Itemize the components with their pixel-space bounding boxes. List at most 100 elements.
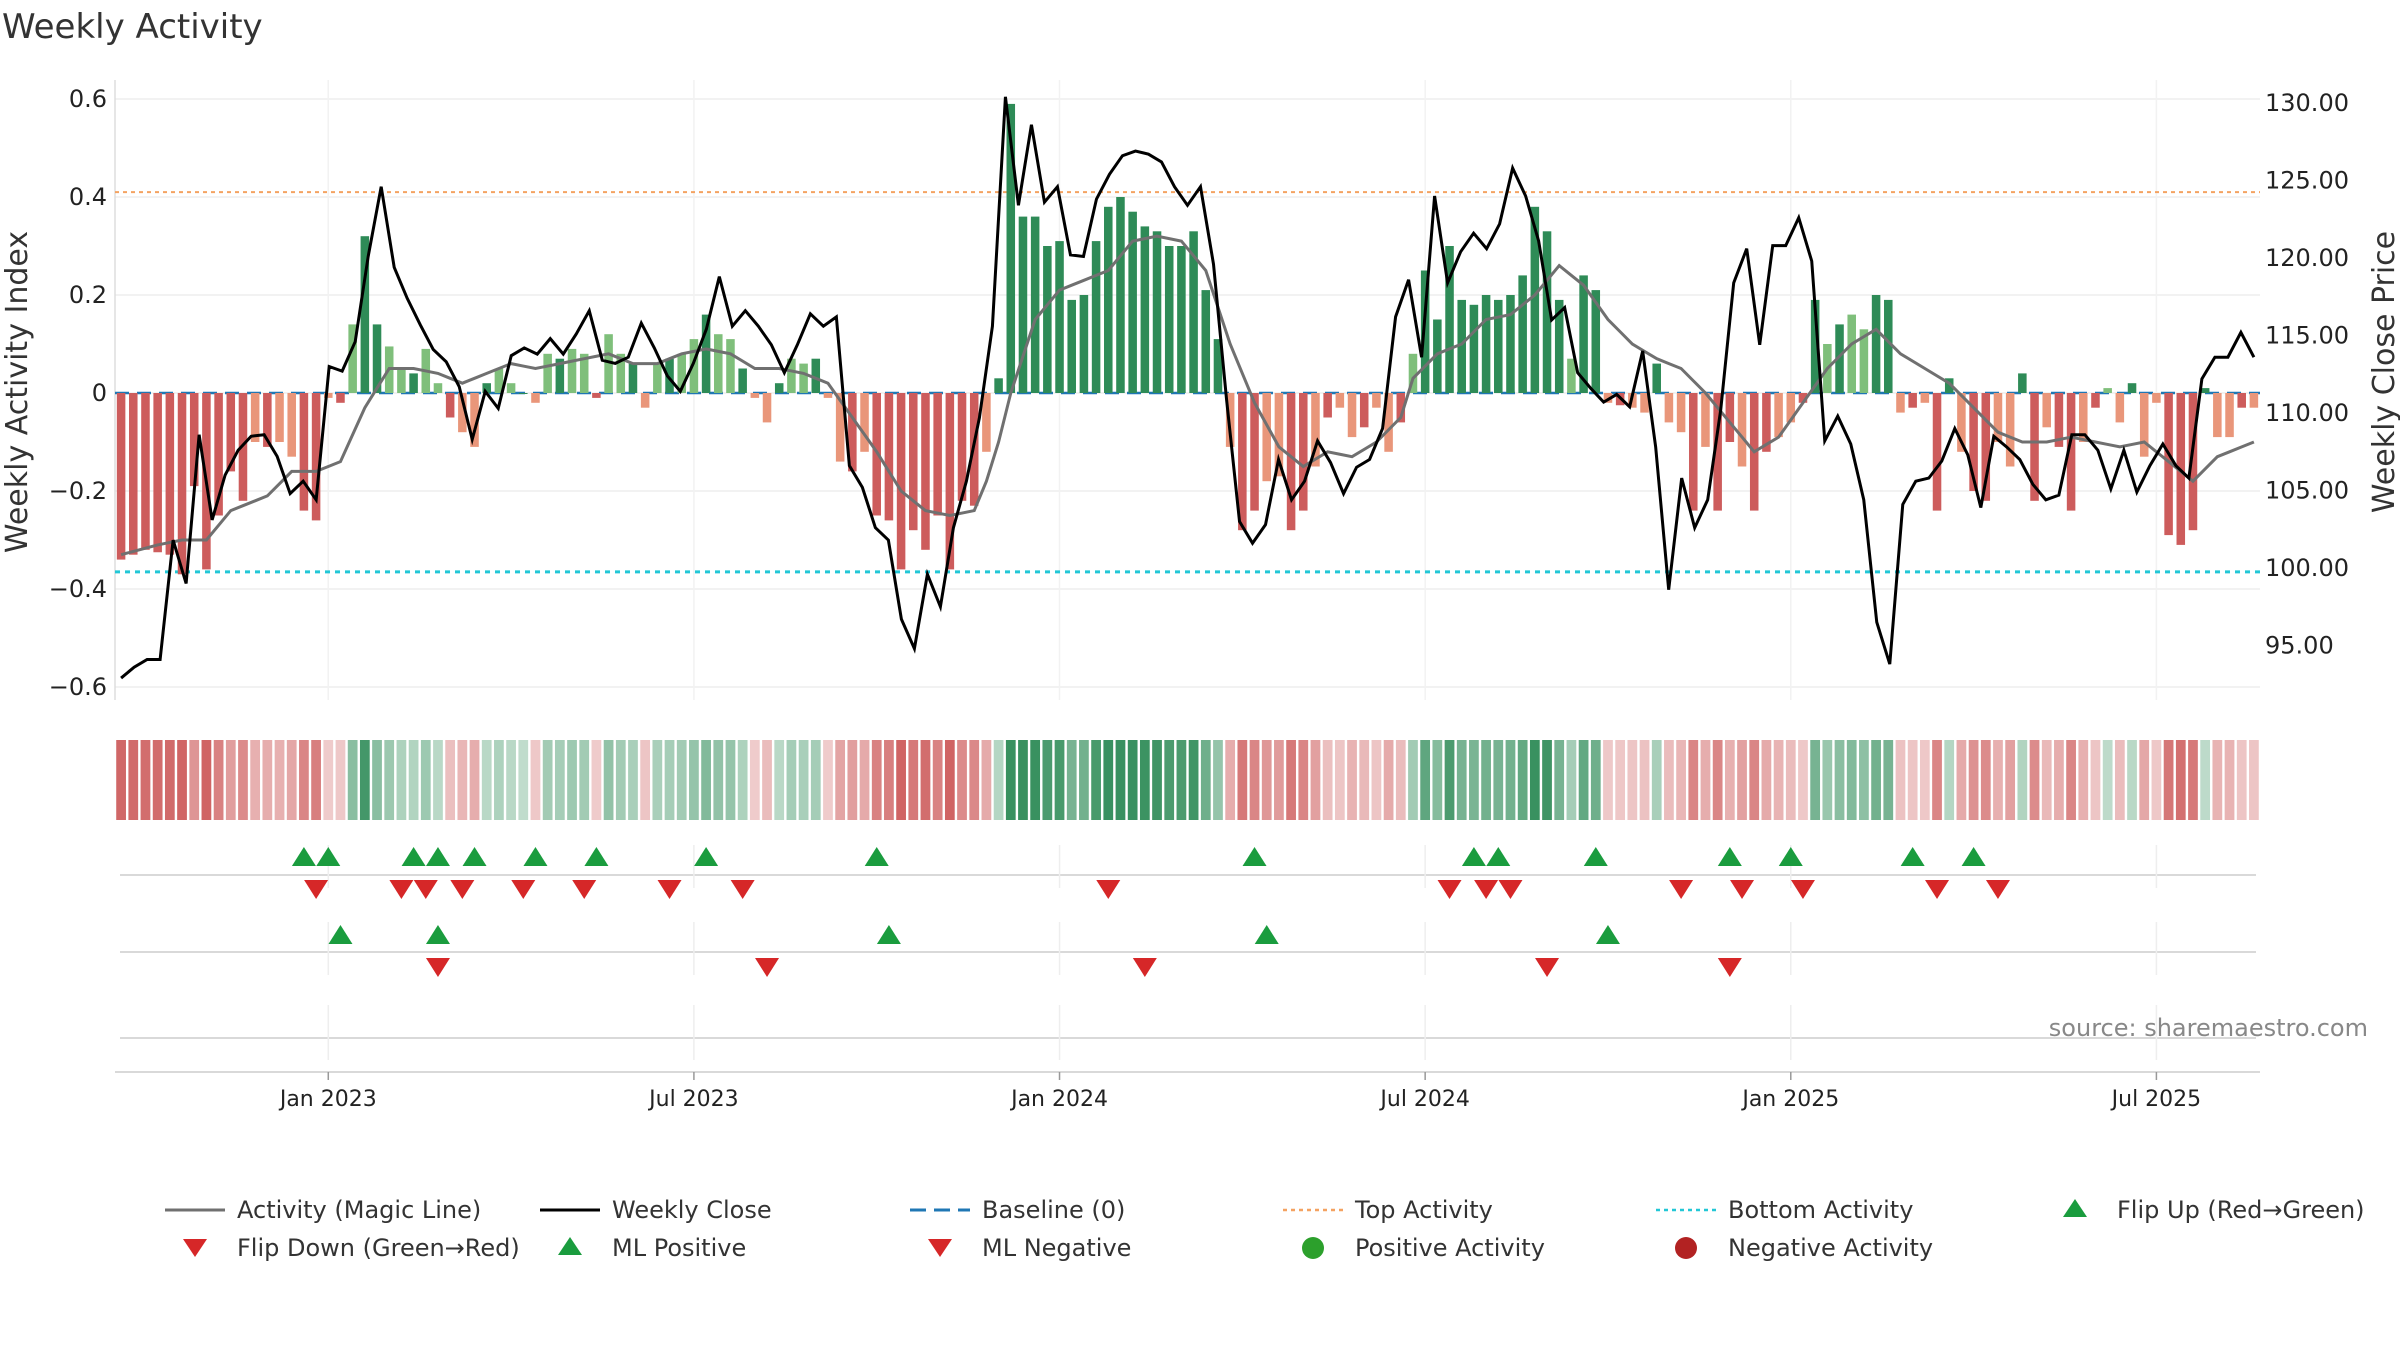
flip-up-marker [462, 847, 487, 866]
heat-cell [1810, 740, 1821, 820]
heat-cell [1700, 740, 1711, 820]
activity-bar [1762, 393, 1771, 452]
activity-bar [2127, 383, 2137, 393]
activity-bar [592, 393, 601, 398]
heat-cell [1712, 740, 1723, 820]
heat-cell [1578, 740, 1589, 820]
activity-bar [1993, 393, 2003, 442]
heat-cell [1164, 740, 1175, 820]
flip-down-marker [1498, 880, 1523, 899]
activity-bar [1067, 299, 1076, 393]
activity-bar [1810, 299, 1820, 393]
heat-cell [225, 740, 236, 820]
heat-cell [2029, 740, 2040, 820]
heat-cell [823, 740, 833, 820]
heat-cell [1993, 740, 2003, 820]
activity-bar [1433, 319, 1442, 393]
left-tick-label: 0.4 [69, 183, 107, 211]
activity-bar [799, 363, 808, 393]
heat-cell [286, 740, 297, 820]
heat-cell [1676, 740, 1686, 820]
heat-cell [420, 740, 431, 820]
legend-item: Weekly Close [540, 1196, 772, 1224]
flip-down-marker [1096, 880, 1121, 899]
flip-down-marker [1669, 880, 1694, 899]
activity-bar [774, 383, 784, 393]
heat-cell [652, 740, 663, 820]
heat-cell [384, 740, 395, 820]
heat-cell [713, 740, 724, 820]
heat-cell [2139, 740, 2150, 820]
activity-bar [1091, 241, 1101, 393]
heat-cell [1469, 740, 1479, 820]
magic-line [120, 234, 2255, 557]
flip-up-marker [1583, 847, 1608, 866]
activity-bar [1896, 393, 1905, 413]
x-tick-label: Jul 2023 [647, 1087, 739, 1112]
activity-bar [1847, 314, 1856, 393]
x-tick-label: Jul 2024 [1378, 1087, 1470, 1112]
activity-bar [1871, 295, 1881, 393]
legend-label: Flip Down (Green→Red) [237, 1234, 520, 1262]
heat-cell [1907, 740, 1918, 820]
activity-bar [1274, 393, 1284, 477]
activity-bar [2054, 393, 2064, 447]
activity-bar [1786, 393, 1796, 423]
activity-bar [1177, 246, 1186, 393]
activity-bar [1530, 206, 1540, 393]
flip-down-marker [1790, 880, 1815, 899]
heat-cell [1103, 740, 1114, 820]
activity-bar [2042, 393, 2051, 428]
flip-up-marker [316, 847, 341, 866]
heat-cell [1176, 740, 1187, 820]
heat-cell [1274, 740, 1284, 820]
heat-cell [1249, 740, 1260, 820]
heat-cell [993, 740, 1004, 820]
activity-bar [726, 339, 735, 393]
legend-label: Bottom Activity [1728, 1196, 1913, 1224]
activity-bar [1213, 339, 1223, 393]
heat-cell [518, 740, 529, 820]
activity-bar [1347, 393, 1357, 438]
heat-cell [1334, 740, 1345, 820]
heat-cell [664, 740, 675, 820]
flip-down-marker [1925, 880, 1950, 899]
heat-cell [725, 740, 736, 820]
activity-bar [2018, 373, 2027, 393]
heat-cell [1627, 740, 1638, 820]
ml-negative-marker [1717, 958, 1742, 977]
right-tick-label: 95.00 [2265, 632, 2334, 660]
heat-cell [1481, 740, 1491, 820]
activity-bar [1116, 197, 1125, 393]
flip-down-marker [572, 880, 597, 899]
activity-bar [287, 393, 296, 457]
activity-bar [445, 393, 455, 418]
activity-bar [1079, 295, 1089, 393]
activity-bar [750, 393, 760, 398]
legend-label: Weekly Close [612, 1196, 772, 1224]
activity-bar [1055, 241, 1064, 393]
heat-cell [2054, 740, 2064, 820]
heat-cell [676, 740, 687, 820]
heat-cell [2090, 740, 2101, 820]
heat-cell [1066, 740, 1077, 820]
heat-cell [2163, 740, 2174, 820]
heat-cell [213, 740, 224, 820]
heat-cell [1420, 740, 1431, 820]
activity-bar [1737, 393, 1747, 467]
heat-cell [128, 740, 139, 820]
right-tick-label: 100.00 [2265, 554, 2349, 582]
heat-cell [1798, 740, 1808, 820]
activity-bar [567, 348, 577, 393]
legend-label: Positive Activity [1355, 1234, 1545, 1262]
activity-bar [823, 393, 833, 398]
heat-cell [810, 740, 821, 820]
heat-cell [1554, 740, 1565, 820]
activity-bar [945, 393, 955, 570]
legend-triangle-up-icon [558, 1237, 582, 1255]
activity-bar [1043, 246, 1052, 393]
heat-cell [2102, 740, 2113, 820]
heat-cell [749, 740, 760, 820]
heat-cell [774, 740, 785, 820]
activity-bar [1774, 393, 1783, 438]
